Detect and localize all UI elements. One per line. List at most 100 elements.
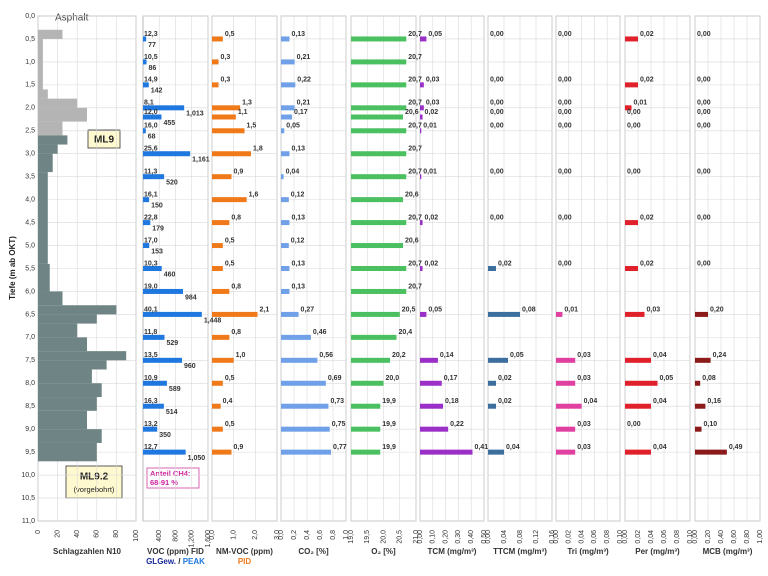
x-tick-label: 0,08	[604, 530, 611, 544]
value-label: 0,01	[423, 123, 437, 130]
bar	[143, 82, 149, 88]
value-label: 0,00	[490, 100, 504, 107]
bar	[420, 36, 427, 42]
bar	[38, 410, 87, 430]
bar	[556, 449, 576, 455]
value-label: 0,03	[426, 77, 440, 84]
value-label: 16,3	[144, 398, 158, 405]
value-label: 0,5	[225, 375, 235, 382]
bar	[143, 288, 183, 294]
bar	[212, 449, 232, 455]
value-label: 20,7	[408, 146, 422, 153]
bar	[212, 266, 223, 271]
value-label: 14,9	[144, 77, 158, 84]
bar	[625, 266, 638, 271]
x-tick-label: 0,80	[744, 530, 751, 544]
bar	[281, 403, 329, 409]
bar	[212, 243, 223, 249]
value-label: 0,18	[445, 398, 459, 405]
bar	[212, 403, 221, 409]
value-label: 13,2	[144, 421, 158, 428]
value-label: 0,49	[729, 444, 743, 451]
bar	[212, 197, 247, 203]
bar	[625, 449, 651, 455]
value-label: 19,9	[382, 421, 396, 428]
value-label: 20,7	[408, 100, 422, 107]
bar	[351, 197, 403, 203]
value-label: 1,448	[204, 317, 222, 324]
value-label: 1,3	[242, 100, 252, 107]
value-label: 20,2	[392, 352, 406, 359]
bar	[143, 59, 147, 65]
value-label: 20,7	[408, 283, 422, 290]
x-tick-label: 0,8	[330, 530, 337, 540]
bar	[143, 380, 167, 386]
x-tick-label: 0,04	[501, 530, 508, 544]
value-label: 0,02	[498, 260, 512, 267]
value-label: 19,9	[382, 444, 396, 451]
bar	[38, 38, 43, 90]
value-label: 1,8	[253, 146, 263, 153]
bar	[351, 174, 407, 180]
x-tick-label: 0,10	[430, 530, 437, 544]
value-label: 0,03	[577, 444, 591, 451]
value-label: 0,9	[234, 444, 244, 451]
value-label: 20,0	[386, 375, 400, 382]
value-label: 40,1	[144, 306, 158, 313]
bar	[143, 220, 151, 226]
bar	[281, 426, 330, 432]
y-tick-label: 0,5	[25, 36, 35, 43]
value-label: 0,4	[223, 398, 233, 405]
value-label: 1,1	[238, 109, 248, 116]
bar	[212, 82, 219, 88]
y-tick-label: 8,5	[25, 403, 35, 410]
value-label: 0,12	[291, 237, 305, 244]
value-label: 0,21	[297, 54, 311, 61]
x-tick-label: 20,0	[380, 530, 387, 544]
bar	[420, 357, 438, 363]
bar	[38, 121, 63, 136]
bar	[351, 357, 390, 363]
bar	[488, 380, 496, 386]
x-tick-label: 0,02	[635, 530, 642, 544]
bar	[143, 403, 164, 409]
x-tick-label: 20,5	[397, 530, 404, 544]
bar	[420, 114, 423, 120]
value-label: 0,00	[697, 214, 711, 221]
bar	[143, 449, 186, 455]
value-label: 0,00	[490, 109, 504, 116]
value-label: 0,04	[286, 169, 300, 176]
value-label: 0,5	[225, 237, 235, 244]
bar	[281, 174, 284, 180]
bar	[143, 36, 147, 42]
value-label: 0,00	[490, 169, 504, 176]
value-label: 0,02	[640, 260, 654, 267]
label-box	[65, 465, 123, 499]
bar	[420, 266, 423, 271]
x-tick-label: 0,0	[209, 530, 216, 540]
value-label: 150	[151, 202, 163, 209]
x-tick-label: 100	[133, 530, 140, 542]
x-tick-label: 0,06	[591, 530, 598, 544]
value-label: 0,00	[558, 169, 572, 176]
value-label: 0,08	[702, 375, 716, 382]
x-tick-label: 0,50	[481, 530, 488, 544]
value-label: 0,5	[225, 31, 235, 38]
y-tick-label: 5,5	[25, 265, 35, 272]
bar	[212, 128, 245, 134]
value-label: 984	[185, 294, 197, 301]
value-label: 0,00	[558, 109, 572, 116]
x-tick-label: 0,00	[692, 530, 699, 544]
value-label: 0,00	[697, 109, 711, 116]
bar	[281, 243, 289, 249]
bar	[143, 426, 158, 432]
bar	[281, 357, 318, 363]
x-tick-label: 0,00	[553, 530, 560, 544]
value-label: 960	[184, 363, 196, 370]
value-label: 11,3	[144, 169, 157, 176]
value-label: 0,21	[297, 100, 311, 107]
x-tick-label: 0,08	[517, 530, 524, 544]
value-label: 8,1	[144, 100, 154, 107]
